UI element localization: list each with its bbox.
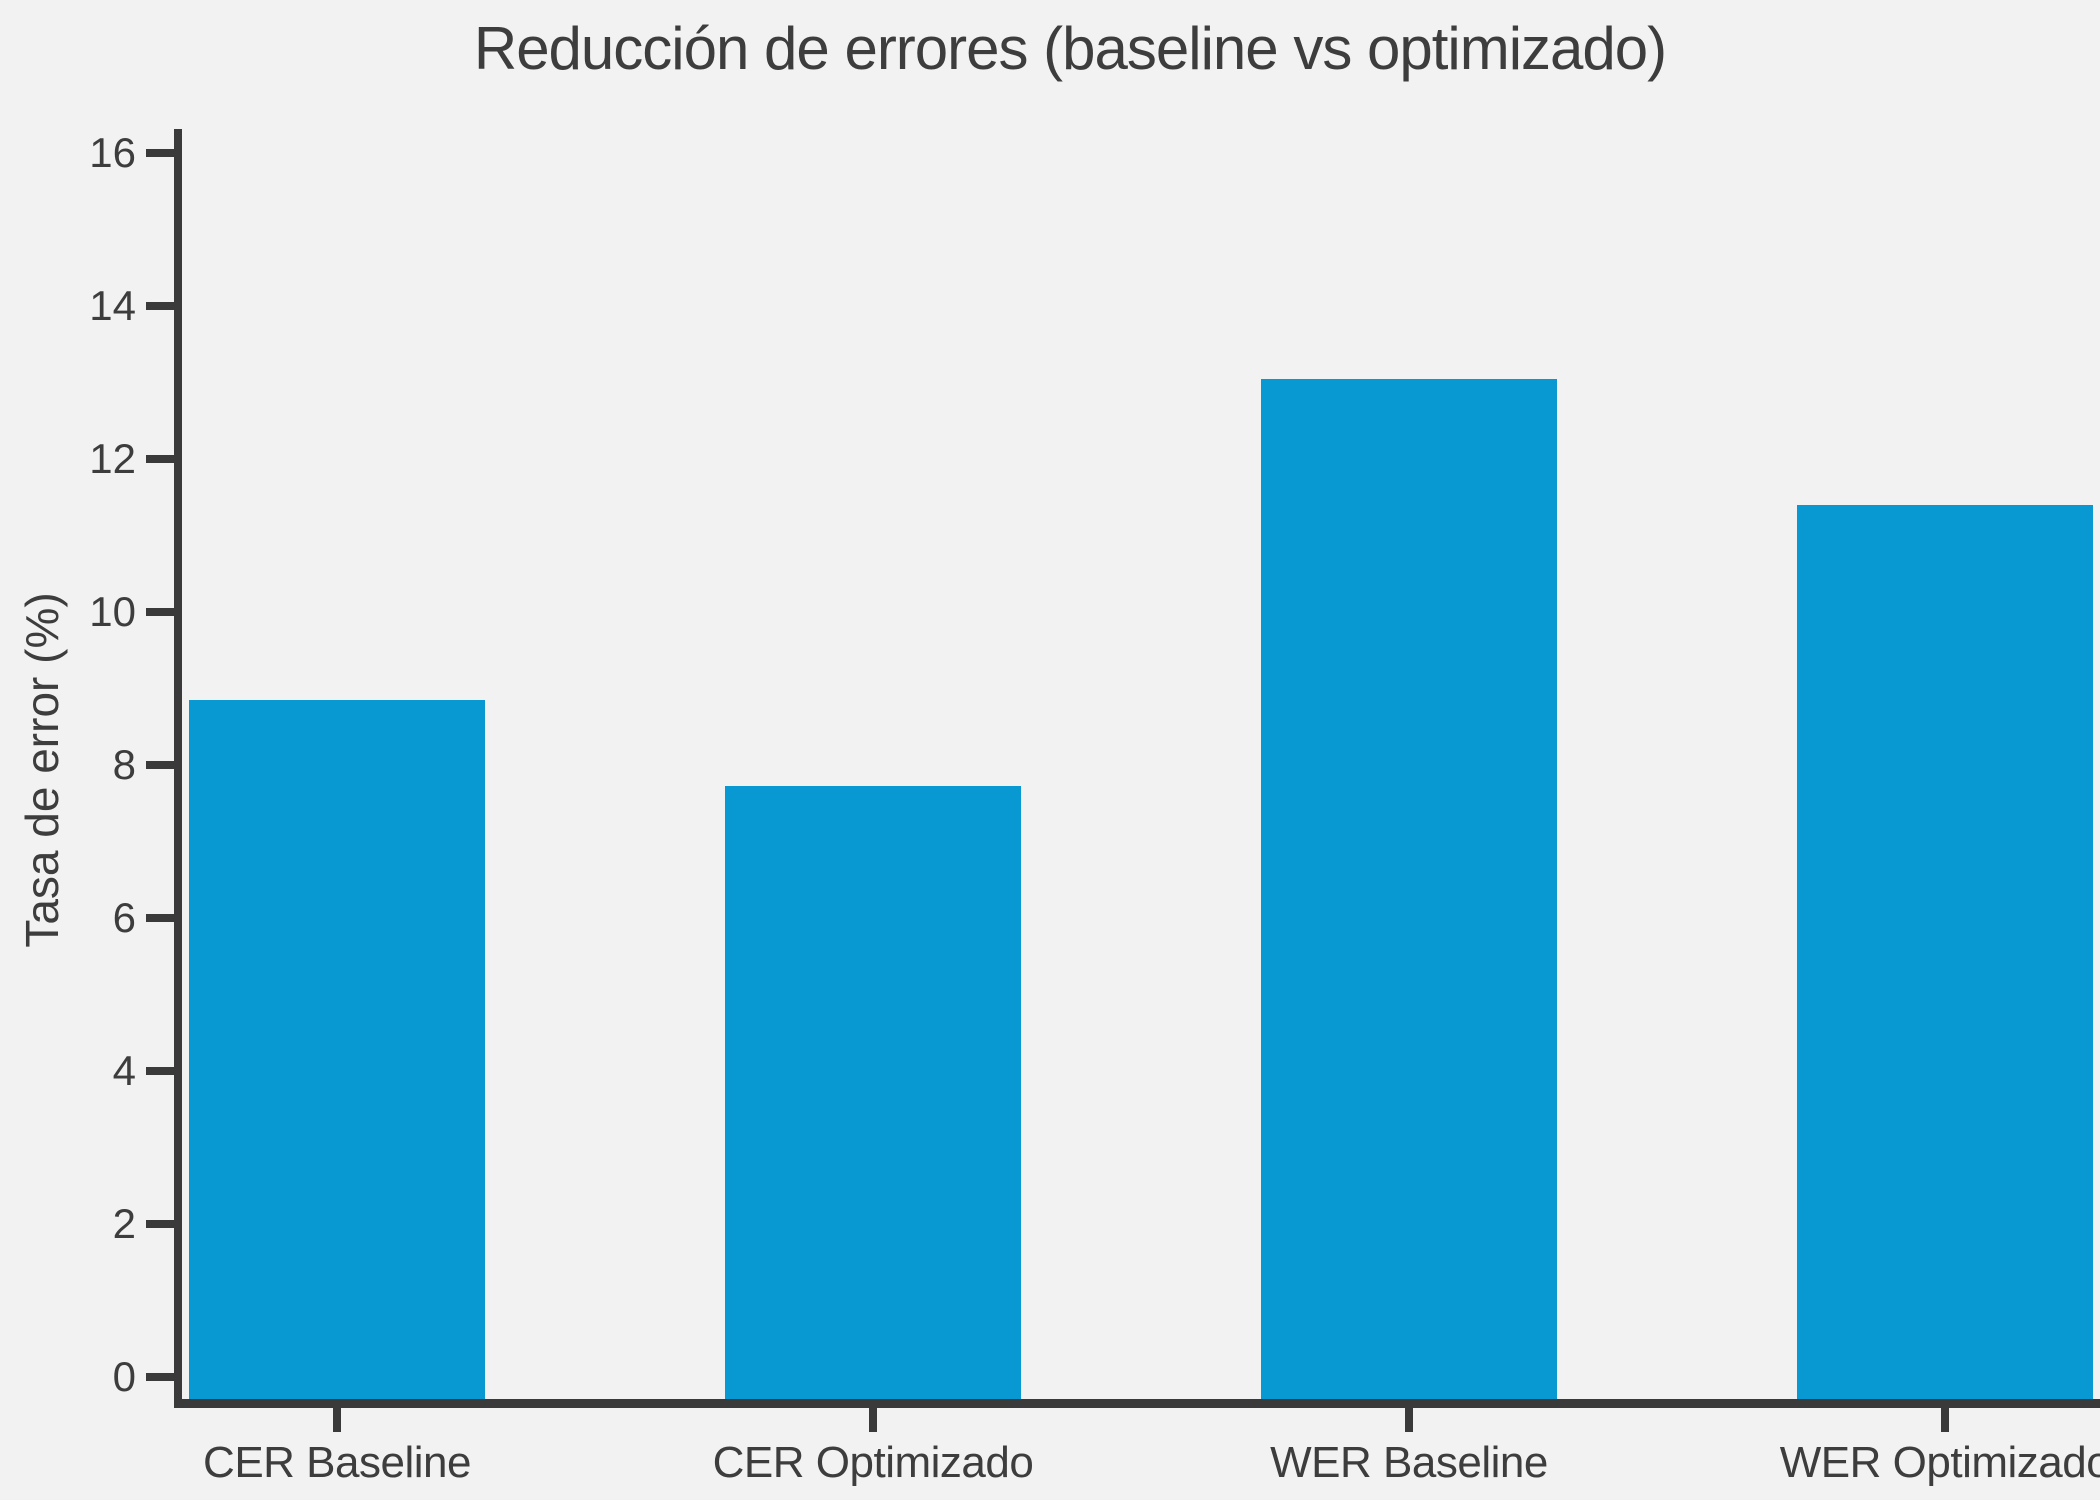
bar-cer-baseline: [189, 699, 485, 1404]
x-tick: [869, 1408, 877, 1432]
y-tick-label: 10: [89, 588, 136, 635]
y-tick-label: 16: [89, 129, 136, 176]
y-axis-line: [174, 129, 182, 1408]
y-tick-label: 2: [112, 1200, 136, 1247]
y-tick: [146, 455, 174, 463]
y-tick: [146, 1067, 174, 1075]
x-tick: [333, 1408, 341, 1432]
y-tick-label: 6: [112, 894, 136, 941]
y-tick-label: 12: [89, 435, 136, 482]
y-tick: [146, 149, 174, 157]
x-tick-label: WER Optimizado: [1779, 1438, 2100, 1487]
x-tick-label: CER Optimizado: [712, 1438, 1034, 1487]
x-tick: [1941, 1408, 1949, 1432]
x-tick: [1405, 1408, 1413, 1432]
y-tick-label: 0: [112, 1353, 136, 1400]
bar-wer-optimizado: [1797, 504, 2093, 1404]
chart-title: Reducción de errores (baseline vs optimi…: [473, 15, 1667, 82]
y-tick: [146, 1220, 174, 1228]
y-tick: [146, 1373, 174, 1381]
y-tick-label: 8: [112, 741, 136, 788]
bar-cer-optimizado: [725, 785, 1021, 1404]
bar-wer-baseline: [1261, 378, 1557, 1404]
y-tick: [146, 302, 174, 310]
y-tick-label: 14: [89, 282, 136, 329]
x-axis-line: [174, 1399, 2100, 1408]
x-tick-label: WER Baseline: [1270, 1438, 1548, 1487]
y-tick: [146, 914, 174, 922]
y-tick: [146, 608, 174, 616]
y-tick: [146, 761, 174, 769]
y-tick-label: 4: [112, 1047, 136, 1094]
x-tick-label: CER Baseline: [203, 1438, 471, 1487]
